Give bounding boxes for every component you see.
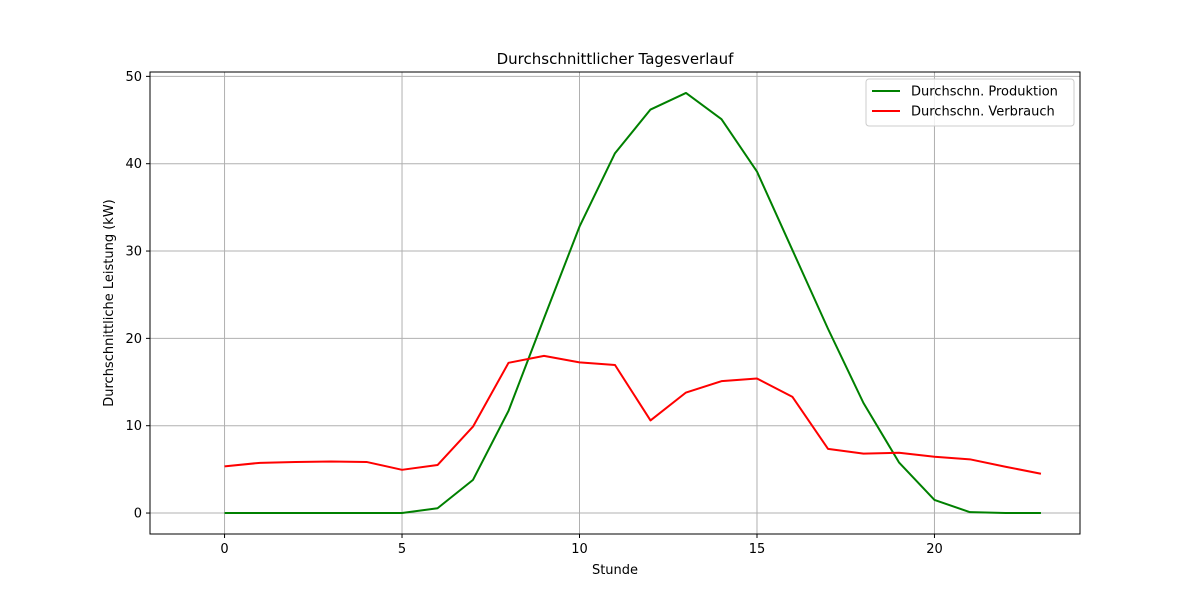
legend: Durchschn. Produktion Durchschn. Verbrauc… xyxy=(865,78,1075,127)
y-tick-label: 10 xyxy=(125,419,142,434)
x-axis-label: Stunde xyxy=(592,563,638,578)
y-tick-label: 50 xyxy=(125,70,142,85)
axis-ticks: 0 5 10 15 20 0 10 20 30 40 50 xyxy=(125,70,942,557)
x-tick-label: 10 xyxy=(571,542,588,557)
y-tick-label: 20 xyxy=(125,332,142,347)
legend-box xyxy=(865,78,1075,127)
chart-title: Durchschnittlicher Tagesverlauf xyxy=(497,50,734,68)
series-line-produktion xyxy=(224,91,1041,515)
x-tick-label: 0 xyxy=(220,542,228,557)
x-tick-label: 20 xyxy=(926,542,943,557)
legend-entry-label: Durchschn. Verbrauch xyxy=(911,105,1055,120)
x-tick-label: 5 xyxy=(398,542,406,557)
y-tick-label: 0 xyxy=(134,507,142,522)
y-tick-label: 30 xyxy=(125,245,142,260)
y-axis-label: Durchschnittliche Leistung (kW) xyxy=(102,199,117,407)
y-tick-label: 40 xyxy=(125,157,142,172)
series-lines xyxy=(224,91,1042,515)
legend-entry-label: Durchschn. Produktion xyxy=(911,85,1058,100)
plot-frame xyxy=(149,71,1081,535)
series-line-verbrauch xyxy=(224,354,1042,475)
grid xyxy=(150,72,1080,534)
x-tick-label: 15 xyxy=(749,542,766,557)
